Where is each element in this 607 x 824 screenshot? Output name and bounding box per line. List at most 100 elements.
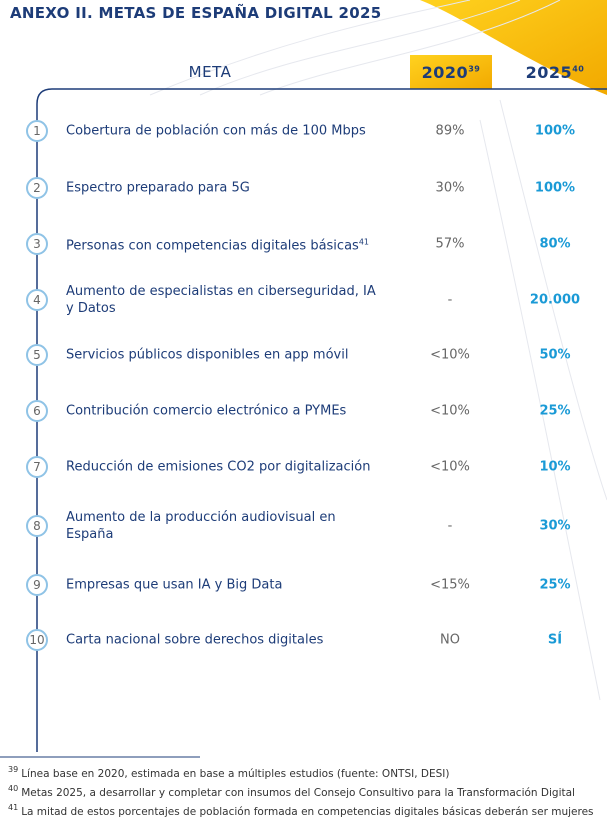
value-2025-text: 25% <box>539 403 571 419</box>
value-2020-text: <10% <box>430 403 470 419</box>
goal-text: Cobertura de población con más de 100 Mb… <box>66 123 376 140</box>
value-2025-text: 80% <box>539 236 571 252</box>
note-ref: 39 <box>468 64 481 74</box>
row-number: 7 <box>26 456 48 478</box>
value-2025: 10% <box>510 460 600 475</box>
value-2020: <10% <box>405 404 495 419</box>
value-2025: 20.000 <box>510 293 600 308</box>
column-header-text: 2025 <box>525 63 573 82</box>
value-2020: <15% <box>405 578 495 593</box>
value-2025-text: 100% <box>534 180 576 196</box>
value-2020: <10% <box>405 460 495 475</box>
value-2025: 30% <box>510 519 600 534</box>
goal-text-text: Empresas que usan IA y Big Data <box>66 577 283 593</box>
row-number: 1 <box>26 120 48 142</box>
value-2025-text: 50% <box>539 347 571 363</box>
note-ref: 41 <box>8 803 19 812</box>
title: ANEXO II. METAS DE ESPAÑA DIGITAL 2025 <box>10 4 382 22</box>
row-number-text: 1 <box>33 124 41 138</box>
value-2020: - <box>405 293 495 308</box>
column-header: 202039 <box>410 63 492 82</box>
value-2020: - <box>405 519 495 534</box>
value-2020-text: 57% <box>435 236 465 252</box>
column-header: 202540 <box>510 63 600 82</box>
footnote-text: Línea base en 2020, estimada en base a m… <box>21 767 450 780</box>
value-2025-text: SÍ <box>547 632 563 648</box>
note-ref: 41 <box>358 237 369 247</box>
value-2025: 25% <box>510 404 600 419</box>
value-2020: <10% <box>405 348 495 363</box>
footnote: 41 La mitad de estos porcentajes de pobla… <box>8 803 594 818</box>
goal-text-text: Carta nacional sobre derechos digitales <box>66 632 324 648</box>
value-2025: 50% <box>510 348 600 363</box>
goal-text: Aumento de la producción audiovisual en … <box>66 509 376 543</box>
note-ref: 39 <box>8 765 19 774</box>
footnote: 40 Metas 2025, a desarrollar y completar … <box>8 784 575 799</box>
column-header: META <box>150 63 270 81</box>
value-2025-text: 10% <box>539 459 571 475</box>
goal-text-text: Servicios públicos disponibles en app mó… <box>66 347 349 363</box>
row-number: 3 <box>26 233 48 255</box>
row-number: 2 <box>26 177 48 199</box>
note-ref: 40 <box>8 784 19 793</box>
row-number: 8 <box>26 515 48 537</box>
row-number-text: 7 <box>33 460 41 474</box>
goal-text-text: Contribución comercio electrónico a PYME… <box>66 403 347 419</box>
goal-text: Contribución comercio electrónico a PYME… <box>66 403 376 420</box>
column-header-text: META <box>188 63 232 81</box>
value-2020-text: 30% <box>435 180 465 196</box>
goal-text: Reducción de emisiones CO2 por digitaliz… <box>66 459 376 476</box>
goal-text: Personas con competencias digitales bási… <box>66 233 376 254</box>
row-number-text: 10 <box>29 633 45 647</box>
waves <box>149 0 607 701</box>
value-2020-text: - <box>447 292 453 308</box>
column-header-text: 2020 <box>421 63 469 82</box>
value-2025-text: 20.000 <box>529 292 581 308</box>
value-2020-text: NO <box>440 632 460 648</box>
goal-text-text: Aumento de la producción audiovisual en … <box>66 510 336 542</box>
goal-text: Espectro preparado para 5G <box>66 180 376 197</box>
table-frame <box>36 88 607 752</box>
value-2025-text: 30% <box>539 518 571 534</box>
goal-text: Empresas que usan IA y Big Data <box>66 577 376 594</box>
value-2020-text: <10% <box>430 347 470 363</box>
row-number: 9 <box>26 574 48 596</box>
value-2020: 89% <box>405 124 495 139</box>
value-2020: 57% <box>405 237 495 252</box>
footnote: 39 Línea base en 2020, estimada en base a… <box>8 765 449 780</box>
row-number-text: 3 <box>33 237 41 251</box>
row-number: 10 <box>26 629 48 651</box>
yellow-shape <box>420 0 607 95</box>
goal-text: Carta nacional sobre derechos digitales <box>66 632 376 649</box>
value-2020-text: <15% <box>430 577 470 593</box>
goal-text: Aumento de especialistas en cibersegurid… <box>66 283 376 317</box>
row-number-text: 6 <box>33 404 41 418</box>
value-2020: 30% <box>405 181 495 196</box>
footnote-text: Metas 2025, a desarrollar y completar co… <box>21 786 575 799</box>
row-number: 6 <box>26 400 48 422</box>
value-2020-text: - <box>447 518 453 534</box>
row-number-text: 8 <box>33 519 41 533</box>
note-ref: 40 <box>572 64 585 74</box>
row-number: 4 <box>26 289 48 311</box>
row-number: 5 <box>26 344 48 366</box>
goal-text-text: Personas con competencias digitales bási… <box>66 238 359 254</box>
footnote-text: La mitad de estos porcentajes de poblaci… <box>21 805 594 818</box>
row-number-text: 4 <box>33 293 41 307</box>
goal-text-text: Reducción de emisiones CO2 por digitaliz… <box>66 459 371 475</box>
value-2020-text: 89% <box>435 123 465 139</box>
value-2025-text: 25% <box>539 577 571 593</box>
value-2025-text: 100% <box>534 123 576 139</box>
value-2020: NO <box>405 633 495 648</box>
value-2025: 80% <box>510 237 600 252</box>
row-number-text: 9 <box>33 578 41 592</box>
yellow-column <box>410 55 492 89</box>
goal-text-text: Cobertura de población con más de 100 Mb… <box>66 123 366 139</box>
goal-text-text: Espectro preparado para 5G <box>66 180 250 196</box>
goal-text-text: Aumento de especialistas en cibersegurid… <box>66 284 376 316</box>
row-number-text: 5 <box>33 348 41 362</box>
value-2025: 25% <box>510 578 600 593</box>
row-number-text: 2 <box>33 181 41 195</box>
